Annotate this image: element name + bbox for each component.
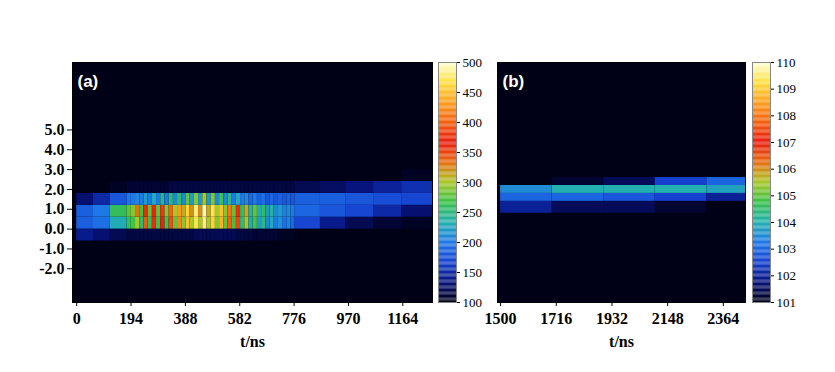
svg-text:110: 110 [777, 55, 796, 70]
svg-text:105: 105 [777, 188, 797, 203]
svg-text:0: 0 [73, 310, 81, 327]
svg-text:200: 200 [463, 235, 483, 250]
svg-text:1500: 1500 [485, 310, 517, 327]
svg-text:250: 250 [463, 205, 483, 220]
svg-text:350: 350 [463, 145, 483, 160]
svg-text:(a): (a) [78, 72, 99, 91]
svg-text:194: 194 [119, 310, 143, 327]
svg-text:t/ns: t/ns [240, 333, 265, 350]
svg-text:400: 400 [463, 115, 483, 130]
svg-text:t/ns: t/ns [609, 333, 634, 350]
svg-text:1716: 1716 [540, 310, 572, 327]
svg-text:582: 582 [228, 310, 252, 327]
svg-text:101: 101 [777, 295, 797, 310]
svg-text:150: 150 [463, 265, 483, 280]
svg-text:103: 103 [777, 241, 797, 256]
svg-text:-1.0: -1.0 [39, 240, 64, 257]
svg-text:776: 776 [282, 310, 306, 327]
svg-text:2.0: 2.0 [45, 181, 65, 198]
svg-text:4.0: 4.0 [45, 141, 65, 158]
svg-text:104: 104 [777, 215, 797, 230]
svg-text:500: 500 [463, 55, 483, 70]
svg-text:106: 106 [777, 161, 797, 176]
svg-text:970: 970 [336, 310, 360, 327]
svg-text:450: 450 [463, 85, 483, 100]
svg-text:3.0: 3.0 [45, 161, 65, 178]
svg-text:109: 109 [777, 81, 797, 96]
svg-text:2364: 2364 [707, 310, 739, 327]
svg-text:1932: 1932 [596, 310, 628, 327]
svg-text:5.0: 5.0 [45, 121, 65, 138]
svg-text:-2.0: -2.0 [39, 260, 64, 277]
svg-text:100: 100 [463, 295, 483, 310]
svg-text:2148: 2148 [652, 310, 684, 327]
svg-text:1.0: 1.0 [45, 200, 65, 217]
svg-text:388: 388 [173, 310, 197, 327]
svg-text:0.0: 0.0 [45, 220, 65, 237]
svg-text:300: 300 [463, 175, 483, 190]
svg-text:1164: 1164 [387, 310, 418, 327]
svg-text:102: 102 [777, 268, 797, 283]
svg-text:(b): (b) [503, 72, 525, 91]
svg-text:108: 108 [777, 108, 797, 123]
svg-text:107: 107 [777, 135, 797, 150]
